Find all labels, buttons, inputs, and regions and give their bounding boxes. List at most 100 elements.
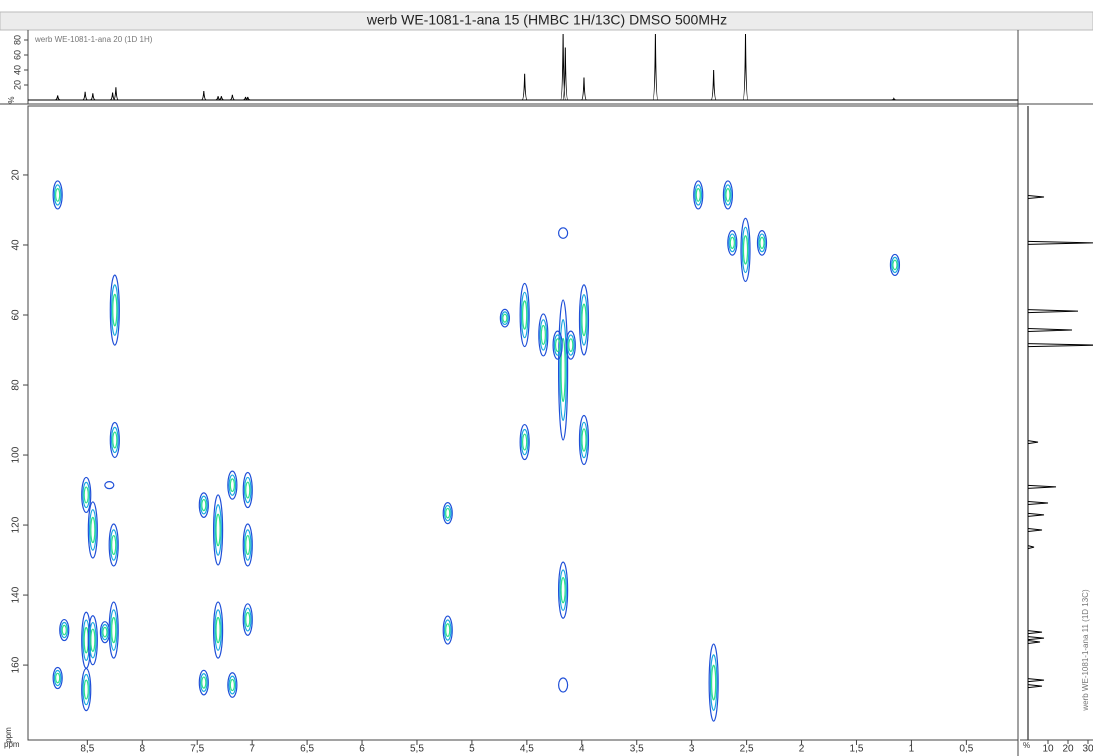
y-tick-label: 120 [11,516,22,533]
cross-peak [560,576,566,604]
cross-peak [725,188,731,202]
y-tick-label: 80 [12,35,22,45]
cross-peak [758,233,766,253]
cross-peak [499,308,510,328]
x-tick-label: 0,5 [959,744,973,755]
y-tick-label: 100 [11,446,22,463]
cross-peak [215,513,221,547]
cross-peak [442,615,453,645]
proton-peak [82,91,88,101]
cross-peak [554,338,561,353]
cross-peak [502,313,508,323]
cross-peak [559,318,567,421]
cross-peak [83,679,89,700]
cross-peak [724,184,732,206]
cross-peak [201,676,207,689]
cross-peak [87,501,98,559]
cross-peak [891,256,899,274]
cross-peak [104,481,115,490]
cross-peak [759,236,765,249]
cross-peak [741,226,750,274]
x-tick-label: 10 [1042,744,1054,755]
cross-peak [558,227,569,239]
x-tick-label: 6,5 [300,744,314,755]
cross-peak [693,180,704,210]
cross-peak [99,621,111,644]
cross-peak [580,421,588,459]
proton-peak [580,77,587,101]
cross-peak [81,476,92,514]
cross-peak [55,188,61,202]
cross-peak [756,230,768,256]
carbon-peak [1027,527,1043,532]
axis-label: % [7,96,16,103]
cross-peak [109,609,118,651]
cross-peak [199,495,208,515]
proton-peak [229,94,235,101]
x-tick-label: 7,5 [190,744,204,755]
x-axis-label: ppm [4,740,20,749]
cross-peak [53,184,62,206]
carbon-peak [1027,484,1057,489]
carbon-peak [1027,545,1035,550]
cross-peak [102,626,108,638]
carbon-peak [1027,343,1093,348]
cross-peak [111,616,117,644]
y-tick-label: 80 [11,379,22,391]
cross-peak [214,609,222,651]
cross-peak [228,675,237,695]
carbon-peak [1027,678,1045,683]
cross-peak [566,334,575,356]
cross-peak [538,313,549,357]
proton-peak [90,93,96,101]
cross-peak [59,618,70,642]
cross-peak [229,678,235,692]
trace-label: werb WE-1081-1-ana 20 (1D 1H) [34,35,153,44]
cross-peak [243,607,252,632]
cross-peak [82,673,91,706]
cross-peak [708,643,719,722]
cross-peak [88,621,97,659]
carbon-peak [1027,440,1039,445]
cross-peak [245,611,251,628]
cross-peak [227,672,238,698]
cross-peak [729,236,735,249]
cross-peak [242,603,253,636]
cross-peak [214,504,222,556]
x-tick-label: 1 [909,744,915,755]
cross-peak [522,433,528,451]
cross-peak [558,677,569,693]
cross-peak [443,619,452,641]
cross-peak [55,672,61,684]
carbon-peak [1027,684,1043,689]
x-tick-label: 1,5 [850,744,864,755]
cross-peak [560,337,566,403]
cross-peak [568,338,574,353]
carbon-peak [1027,512,1045,517]
cross-peak [81,667,92,712]
cross-peak [243,476,252,504]
cross-peak [565,330,576,360]
cross-peak [90,516,96,544]
cross-peak [501,311,509,326]
cross-peak [694,184,703,206]
y-tick-label: 40 [12,65,22,75]
cross-peak [88,509,97,551]
cross-peak [229,478,235,493]
cross-peak [520,291,529,339]
cross-peak [522,300,528,330]
cross-peak [101,624,109,641]
cross-peak [83,627,89,654]
cross-peak [580,294,588,346]
cross-peak [199,673,208,693]
cross-peak [245,534,251,556]
proton-peak [742,33,749,101]
x-tick-label: 30 [1082,744,1093,755]
cross-peak [198,669,209,696]
cross-peak [558,561,569,619]
y-tick-label: 20 [12,80,22,90]
trace-label: werb WE-1081-1-ana 11 (1D 13C) [1081,589,1090,712]
x-tick-label: 8,5 [80,744,94,755]
cross-peak [445,507,451,519]
